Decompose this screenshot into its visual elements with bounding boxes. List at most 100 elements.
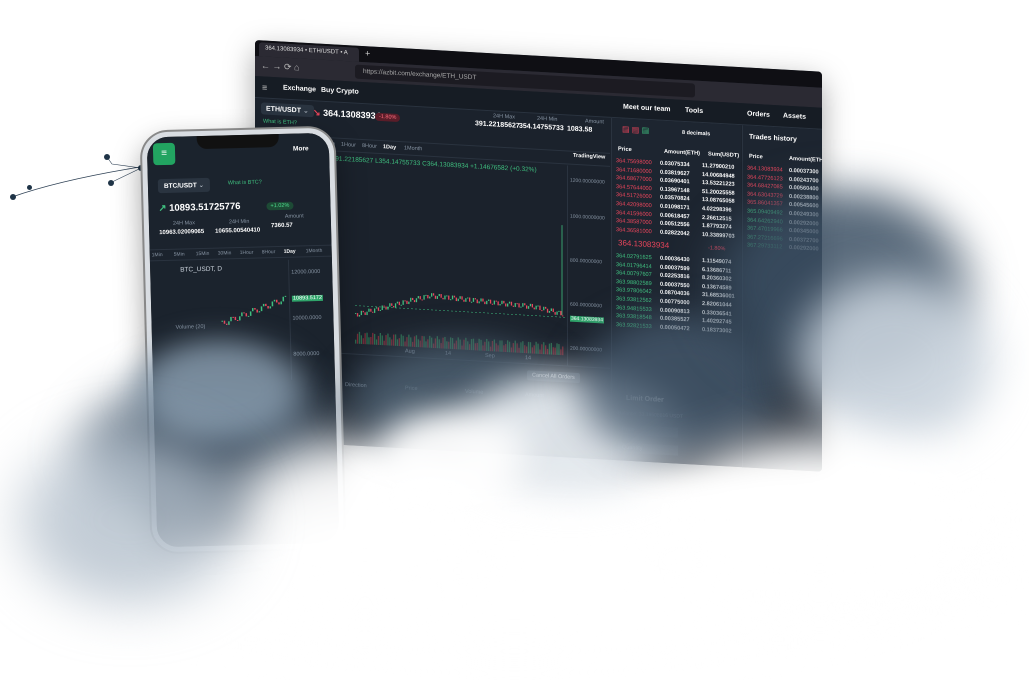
stat-label: 24H Max: [493, 113, 516, 121]
trade-cell: 364.64262940: [747, 217, 783, 226]
volume-bar: [505, 344, 507, 353]
stat-label: Amount: [585, 118, 604, 126]
nav-link[interactable]: Orders: [747, 110, 770, 119]
candle: [284, 295, 287, 297]
nav-link[interactable]: Buy Crypto: [321, 86, 359, 96]
star: [27, 185, 32, 190]
timeframe: 30Min: [217, 250, 232, 257]
candle: [262, 303, 265, 307]
what-is-link[interactable]: What is ETH?: [263, 118, 297, 127]
trade-cell: 0.00345000: [789, 228, 819, 236]
pair-select[interactable]: BTC/USDT ⌄: [157, 177, 211, 194]
price: ↗ 10893.51725776: [158, 201, 241, 215]
bid-cell: 31.68536001: [702, 292, 735, 301]
candle: [510, 301, 513, 306]
decimals-select[interactable]: 8 decimals: [682, 129, 711, 138]
candle: [251, 308, 254, 312]
volume-bar: [537, 343, 539, 354]
volume-bar: [550, 342, 553, 355]
volume-bar: [446, 341, 448, 349]
ask-cell: 364.41596000: [616, 209, 652, 218]
candle: [552, 308, 554, 313]
nav-buttons[interactable]: ← → ⟳ ⌂: [261, 60, 300, 73]
candle: [360, 310, 362, 316]
column-header: Amount(ETH): [664, 148, 701, 157]
input-label: Price: [618, 424, 678, 438]
column-header: Price: [405, 385, 418, 393]
candle: [486, 300, 488, 305]
candle: [431, 293, 433, 297]
ask-cell: 0.00618457: [660, 212, 690, 220]
volume-bar: [543, 342, 545, 355]
volume-bar: [520, 342, 522, 353]
candle: [271, 301, 274, 307]
candle: [408, 301, 410, 305]
ask-cell: 364.51726000: [616, 192, 652, 201]
candle: [465, 298, 467, 302]
ask-cell: 51.20025558: [702, 188, 735, 197]
pair-select[interactable]: ETH/USDT ⌄: [261, 102, 314, 118]
candle: [234, 316, 237, 321]
volume-bar: [356, 333, 359, 344]
volume-bar: [493, 339, 495, 352]
ask-cell: 0.02822042: [660, 229, 690, 238]
more-link[interactable]: More: [292, 145, 309, 153]
menu-button[interactable]: ≡: [152, 142, 176, 166]
volume-bar: [372, 332, 374, 345]
candle: [436, 295, 438, 299]
volume-bar: [476, 342, 478, 351]
balance: Balance: 33.19508816 USDT: [618, 410, 684, 420]
volume-bar: [419, 340, 421, 348]
trades-history: Trades history Price Amount(ETH) 364.13083…: [742, 125, 822, 472]
candle: [562, 315, 564, 317]
candle: [455, 297, 457, 302]
candle: [254, 307, 256, 310]
column-header: Amount: [525, 392, 544, 400]
candle: [398, 301, 400, 306]
candle: [543, 306, 545, 311]
cancel-button[interactable]: Cancel All Orders: [527, 370, 580, 384]
volume-bar: [455, 340, 457, 350]
candle: [417, 296, 419, 299]
what-is-link[interactable]: What is BTC?: [227, 179, 262, 187]
new-tab[interactable]: +: [365, 48, 371, 59]
star: [10, 194, 16, 200]
bid-cell: 0.00385527: [660, 315, 690, 324]
axis-label: 800.00000000: [570, 257, 602, 266]
candle: [444, 295, 446, 300]
volume-bar: [431, 337, 433, 348]
volume-bar: [535, 341, 537, 354]
candle: [389, 303, 391, 307]
axis-label: 8000.0000: [293, 351, 320, 358]
price-line: [355, 305, 567, 318]
volume-bar: [507, 340, 509, 353]
candle: [245, 313, 248, 317]
volume-bar: [438, 339, 440, 349]
candle: [472, 297, 475, 302]
menu-icon[interactable]: ≡: [262, 82, 268, 93]
candle: [432, 293, 435, 296]
volume-bar: [450, 337, 452, 349]
star: [108, 180, 114, 186]
ask-cell: 364.71680000: [616, 166, 652, 175]
price-value: 10893.51725776: [168, 201, 241, 214]
candle: [493, 300, 495, 305]
candle: [438, 293, 440, 297]
volume-bar: [546, 348, 549, 355]
nav-link[interactable]: Exchange: [283, 84, 317, 94]
stats: 24H Max 10963.02009065 24H Min 10655.005404…: [159, 213, 320, 249]
trade-cell: 367.27216696: [747, 234, 783, 243]
nav-link[interactable]: Tools: [685, 107, 704, 116]
trade-cell: 365.09409492: [747, 208, 783, 217]
volume-label: Volume (20): [175, 323, 206, 331]
candle: [273, 299, 276, 302]
nav-link[interactable]: Meet our team: [623, 103, 671, 114]
nav-link[interactable]: Assets: [783, 112, 806, 121]
candle: [413, 300, 416, 303]
view-icons[interactable]: ▤ ▤ ▤: [622, 124, 650, 136]
candle: [520, 306, 522, 308]
candle: [267, 305, 269, 309]
candle: [391, 303, 393, 306]
column-header: Price: [618, 146, 632, 154]
candle: [450, 299, 452, 301]
